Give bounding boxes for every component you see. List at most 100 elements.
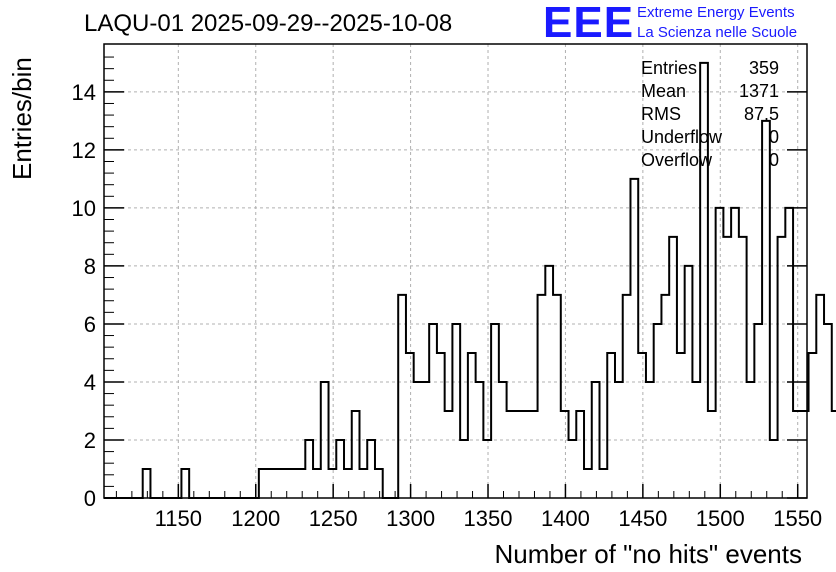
histogram-bin	[329, 469, 337, 498]
histogram-bin	[468, 353, 476, 498]
histogram-bin	[282, 469, 290, 498]
histogram-bin	[723, 237, 731, 498]
histogram-bin	[359, 469, 367, 498]
histogram-bin	[754, 324, 762, 498]
y-tick-label: 14	[72, 80, 96, 105]
histogram-bin	[491, 324, 499, 498]
histogram-bin	[336, 440, 344, 498]
histogram-bin	[716, 208, 724, 498]
histogram-bin	[530, 411, 538, 498]
histogram-bin	[553, 295, 561, 498]
histogram-bin	[313, 469, 321, 498]
histogram-outline	[104, 61, 836, 499]
x-tick-label: 1550	[773, 506, 822, 531]
tick-labels: 1150 1200 1250 1300 1350 1400 1450 1500 15500246…	[72, 80, 823, 531]
x-axis-label: Number of "no hits" events	[495, 539, 803, 569]
histogram-bin	[661, 295, 669, 498]
stat-label: Entries	[641, 58, 698, 78]
y-axis-label: Entries/bin	[7, 57, 37, 180]
histogram-bin	[522, 411, 530, 498]
histogram-bin	[708, 411, 716, 498]
histogram-bin	[514, 411, 522, 498]
histogram-bin	[778, 237, 786, 498]
histogram-bin	[584, 469, 592, 498]
histogram-bin	[630, 179, 638, 498]
histogram-bin	[406, 353, 414, 498]
histogram-bin	[290, 469, 298, 498]
x-tick-label: 1500	[696, 506, 745, 531]
logo-line-1: Extreme Energy Events	[637, 4, 795, 21]
chart-title: LAQU-01 2025-09-29--2025-10-08	[84, 10, 453, 37]
stat-value: 359	[748, 58, 779, 78]
stat-value: 0	[768, 150, 779, 170]
histogram-bin	[305, 440, 313, 498]
x-tick-label: 1300	[386, 506, 435, 531]
x-tick-label: 1450	[618, 506, 667, 531]
logo-line-2: La Scienza nelle Scuole	[637, 24, 798, 41]
histogram-bin	[623, 295, 631, 498]
histogram-bin	[507, 411, 515, 498]
y-tick-label: 2	[84, 428, 96, 453]
eee-logo: EEE	[543, 0, 635, 47]
histogram-bin	[654, 324, 662, 498]
histogram-bin	[638, 353, 646, 498]
histogram-bin	[762, 121, 770, 498]
histogram-bin	[483, 440, 491, 498]
histogram-bin	[561, 411, 569, 498]
stats-box: Entries 359 Mean 1371 RMS 87.5 Underflow…	[641, 58, 781, 173]
histogram-bin	[429, 324, 437, 498]
stat-label: Mean	[641, 81, 687, 101]
histogram-bin	[181, 469, 189, 498]
y-tick-label: 4	[84, 370, 96, 395]
y-tick-label: 10	[72, 196, 96, 221]
y-tick-label: 0	[84, 486, 96, 511]
histogram-bin	[274, 469, 282, 498]
x-tick-label: 1400	[541, 506, 590, 531]
stat-value: 0	[768, 127, 779, 147]
plot-frame	[103, 43, 808, 499]
x-tick-label: 1350	[464, 506, 513, 531]
histogram-bin	[785, 208, 793, 498]
histogram-bin	[298, 469, 306, 498]
stat-row-mean: Mean 1371	[641, 81, 781, 104]
stat-row-rms: RMS 87.5	[641, 104, 781, 127]
histogram-bin	[259, 469, 267, 498]
histogram-bin	[669, 237, 677, 498]
stat-label: Overflow	[641, 150, 713, 170]
x-tick-label: 1250	[309, 506, 358, 531]
histogram-bin	[398, 295, 406, 498]
histogram-bin	[809, 353, 817, 498]
y-tick-label: 6	[84, 312, 96, 337]
histogram-bin	[600, 469, 608, 498]
stat-label: Underflow	[641, 127, 723, 147]
x-tick-label: 1150	[155, 506, 202, 531]
stat-value: 87.5	[743, 104, 779, 124]
histogram-bin	[731, 208, 739, 498]
histogram-bin	[793, 411, 801, 498]
x-tick-label: 1200	[231, 506, 280, 531]
stat-value: 1371	[738, 81, 779, 101]
histogram-bin	[538, 295, 546, 498]
histogram-bin	[375, 469, 383, 498]
histogram-bin	[770, 440, 778, 498]
histogram-bin	[344, 469, 352, 498]
histogram-bin	[677, 353, 685, 498]
grid	[104, 44, 807, 499]
histogram-bin	[460, 440, 468, 498]
stat-row-entries: Entries 359	[641, 58, 781, 81]
histogram-bin	[569, 440, 577, 498]
stat-row-overflow: Overflow 0	[641, 150, 781, 173]
histogram-bin	[452, 324, 460, 498]
histogram-bin	[816, 295, 824, 498]
stat-row-underflow: Underflow 0	[641, 127, 781, 150]
histogram-bin	[445, 411, 453, 498]
histogram-bin	[367, 440, 375, 498]
histogram-bin	[267, 469, 275, 498]
histogram-bin	[576, 411, 584, 498]
y-tick-label: 8	[84, 254, 96, 279]
histogram-bin	[143, 469, 151, 498]
histogram-bin	[437, 353, 445, 498]
histogram-bin	[824, 324, 832, 498]
histogram-bin	[607, 353, 615, 498]
